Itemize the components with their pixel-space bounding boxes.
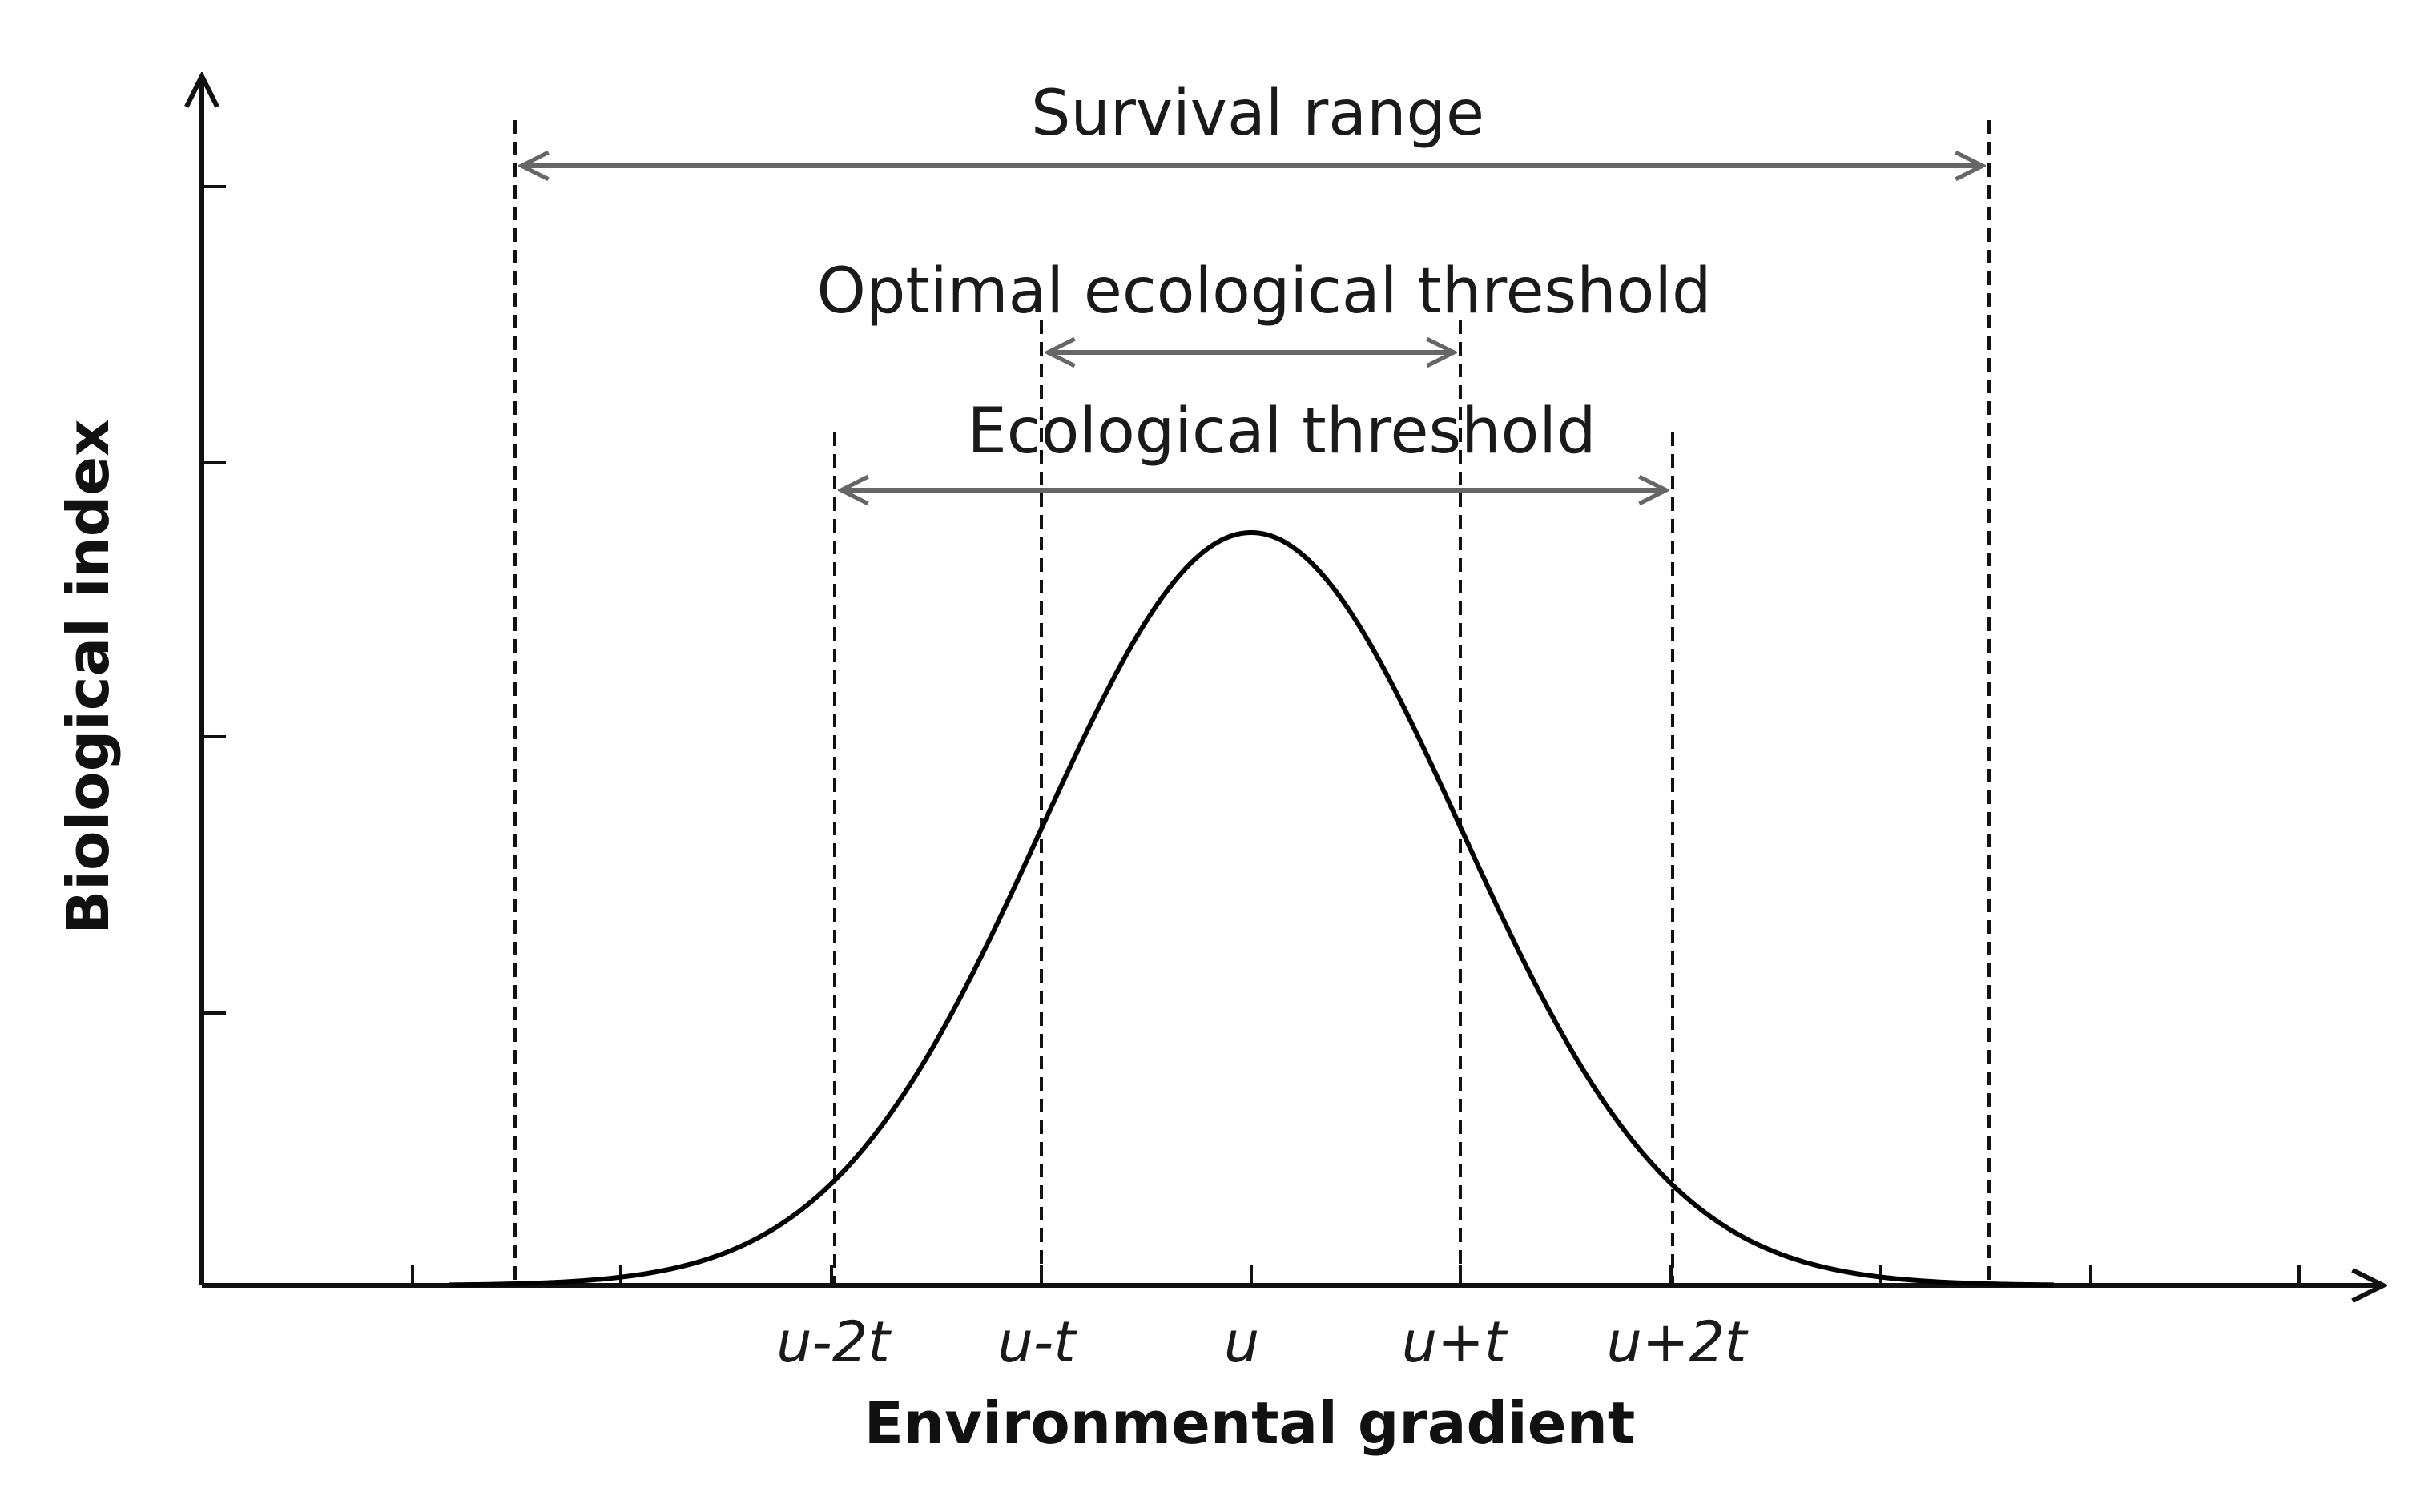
response-curve [448, 530, 2055, 1288]
tick-label-u: u [1224, 1309, 1259, 1375]
tick-label-u-plus-2t: u+2t [1607, 1309, 1750, 1375]
y-axis-ticks [202, 185, 226, 1015]
x-tick-labels: u-2t u-t u u+t u+2t [776, 1309, 1749, 1375]
tick-label-u-plus-t: u+t [1402, 1309, 1508, 1375]
optimal-threshold-label: Optimal ecological threshold [816, 255, 1711, 328]
y-axis-title: Biological index [54, 419, 122, 934]
tick-label-u-minus-t: u-t [997, 1309, 1077, 1375]
x-axis-title: Environmental gradient [864, 1389, 1636, 1457]
ecological-threshold-label: Ecological threshold [968, 396, 1597, 468]
survival-range-label: Survival range [1031, 78, 1484, 150]
tick-label-u-minus-2t: u-2t [776, 1309, 892, 1375]
